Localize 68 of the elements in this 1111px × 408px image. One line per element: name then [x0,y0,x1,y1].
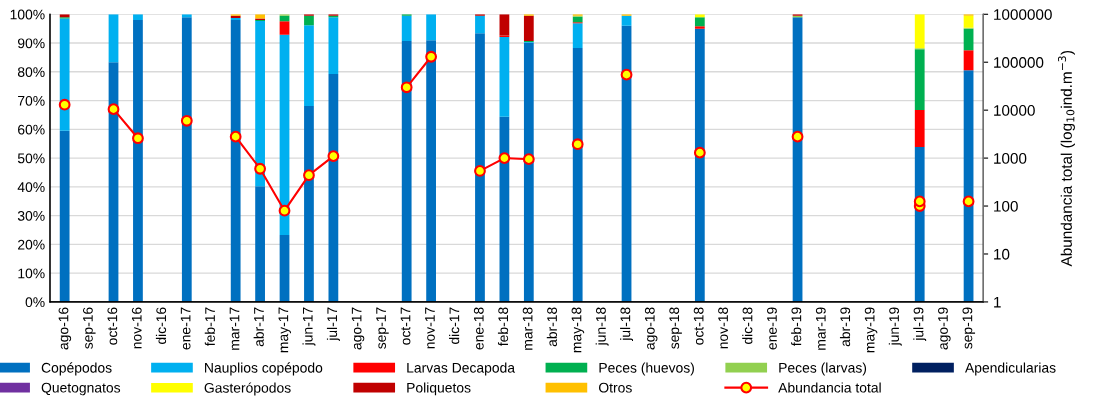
x-tick-label: ene-19 [767,307,777,350]
x-tick-label: mar-17 [229,307,240,350]
x-tick-label: ene-17 [180,307,191,350]
x-tick-label: mar-19 [815,307,826,350]
x-tick-label: oct-16 [107,307,118,345]
x-tick-label: jun-18 [595,307,609,346]
legend-label: Gasterópodos [204,382,291,396]
y2-tick-label: 10000 [994,105,1035,116]
y-tick-label: 30% [17,210,45,221]
y-tick-label: 20% [18,239,45,250]
x-tick-label: may-17 [278,307,291,353]
legend-label: Peces (larvas) [779,362,867,376]
y-tick-label: 100% [10,9,45,20]
legend-label: Nauplios copépodo [205,362,323,376]
legend-label: Quetognatos [41,382,121,396]
x-tick-label: nov-17 [425,307,435,349]
x-tick-label: dic-18 [742,307,753,345]
legend-label: Otros [599,382,632,393]
x-tick-label: dic-17 [449,307,460,345]
x-tick-label: ago-19 [938,307,951,350]
y-tick-label: 80% [17,67,45,77]
x-tick-label: abr-18 [546,307,557,347]
y2-tick-label: 10 [994,248,1010,260]
y-tick-label: 70% [18,95,45,106]
x-tick-label: jul-19 [913,307,927,342]
legend-label: Apendicularias [965,362,1056,376]
y2-tick-label: 100000 [994,57,1044,68]
x-tick-label: jun-19 [888,307,902,346]
x-tick-label: mar-18 [522,307,533,350]
y2-tick-label: 1 [994,296,1001,308]
y-tick-label: 10% [18,268,45,279]
x-tick-label: feb-19 [791,307,802,346]
x-tick-label: jul-18 [620,307,634,342]
y2-axis-title: Abundancia total (log$_{10}$ind.m$^{−3}$) [1057,50,1075,267]
x-tick-label: ago-18 [644,307,658,350]
x-tick-label: abr-19 [839,307,851,347]
y2-tick-label: 1000 [994,152,1027,164]
x-tick-label: feb-18 [497,307,509,346]
y-tick-label: 50% [17,153,45,164]
x-tick-label: sep-17 [376,307,389,349]
y-tick-label: 90% [17,38,45,49]
x-tick-label: feb-17 [204,307,215,346]
x-tick-label: oct-18 [693,307,704,345]
y-tick-label: 0% [25,297,45,308]
y-tick-label: 40% [17,182,45,193]
legend-label: Abundancia total [778,382,881,393]
x-tick-label: jul-17 [326,307,340,342]
x-tick-label: sep-16 [82,307,96,349]
x-tick-label: dic-16 [155,307,167,345]
legend-label: Copépodos [41,362,112,376]
x-tick-label: sep-19 [962,307,976,349]
x-tick-label: nov-18 [718,307,728,349]
x-tick-label: ago-17 [351,307,365,350]
x-tick-label: sep-18 [669,307,682,349]
x-tick-label: nov-16 [131,307,142,349]
x-tick-label: may-18 [571,307,585,353]
x-tick-label: ene-18 [473,307,484,350]
y2-tick-label: 1000000 [994,9,1052,20]
x-tick-label: may-19 [864,307,878,353]
legend-label: Larvas Decapoda [407,362,516,376]
y2-tick-label: 100 [994,200,1018,212]
x-tick-label: jun-17 [302,307,316,346]
x-tick-label: abr-17 [253,307,264,347]
legend-label: Poliquetos [407,382,471,396]
legend-label: Peces (huevos) [599,362,694,376]
x-tick-label: oct-17 [400,307,411,345]
x-tick-label: ago-16 [58,307,72,350]
y-tick-label: 60% [18,124,45,135]
